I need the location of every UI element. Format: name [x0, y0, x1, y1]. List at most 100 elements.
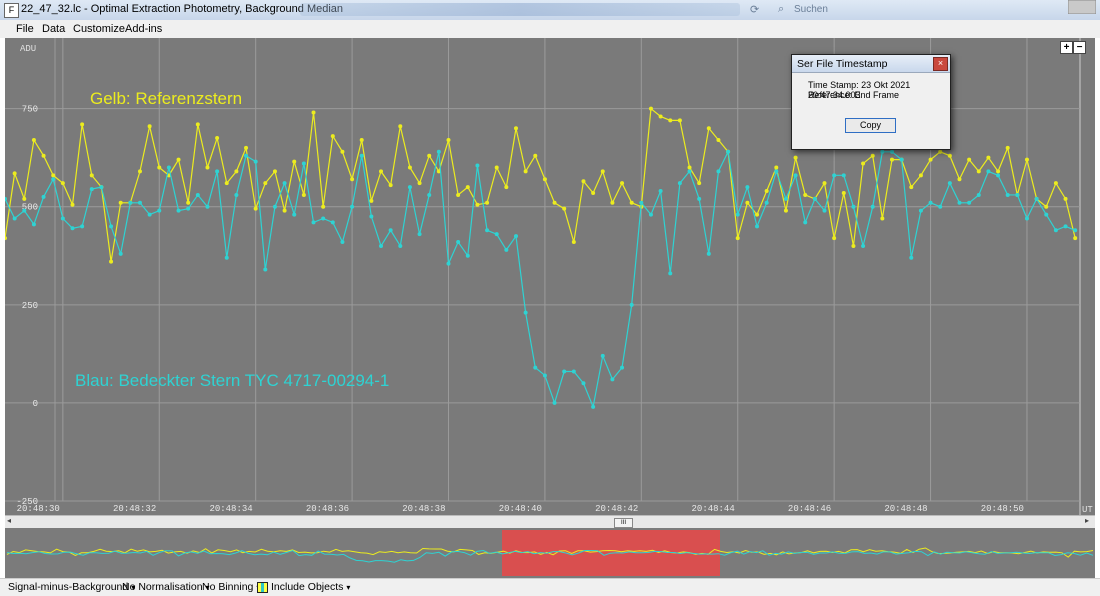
signal-mode-dropdown[interactable]: Signal-minus-Background ▾	[8, 581, 135, 593]
data-point	[12, 171, 17, 176]
x-tick-label: 20:48:34	[209, 504, 252, 514]
data-point	[1073, 236, 1078, 241]
data-point	[620, 365, 625, 370]
data-point	[436, 149, 441, 154]
data-point	[976, 169, 981, 174]
signal-mode-label: Signal-minus-Background	[8, 581, 129, 593]
search-icon[interactable]: ⌕	[778, 3, 785, 15]
data-point	[109, 259, 114, 264]
data-point	[446, 261, 451, 266]
x-tick-label: 20:48:40	[499, 504, 542, 514]
data-point	[755, 224, 760, 229]
data-point	[562, 369, 567, 374]
data-point	[639, 200, 644, 205]
data-point	[1063, 224, 1068, 229]
data-point	[716, 138, 721, 143]
data-point	[369, 198, 374, 203]
data-point	[687, 165, 692, 170]
data-point	[1053, 181, 1058, 186]
data-point	[986, 169, 991, 174]
refresh-icon[interactable]: ⟳	[750, 4, 760, 16]
chevron-down-icon: ▾	[346, 583, 351, 592]
scroll-thumb[interactable]: III	[614, 518, 633, 528]
chevron-down-icon: ▾	[131, 583, 136, 592]
data-point	[417, 181, 422, 186]
menu-data[interactable]: Data	[42, 23, 66, 35]
search-label[interactable]: Suchen	[794, 4, 828, 15]
data-point	[726, 149, 731, 154]
data-point	[417, 232, 422, 237]
data-point	[282, 181, 287, 186]
data-point	[234, 169, 239, 174]
data-point	[1005, 192, 1010, 197]
copy-button[interactable]: Copy	[845, 118, 896, 133]
menu-file[interactable]: File	[16, 23, 34, 35]
data-point	[918, 208, 923, 213]
y-tick-label: 750	[22, 105, 38, 115]
data-point	[918, 173, 923, 178]
data-point	[571, 240, 576, 245]
zoom-out-button[interactable]: −	[1073, 41, 1086, 54]
horizontal-scrollbar[interactable]: ◂ III ▸	[5, 515, 1095, 529]
data-point	[841, 173, 846, 178]
data-point	[176, 208, 181, 213]
data-point	[311, 220, 316, 225]
data-point	[215, 169, 220, 174]
zoom-in-button[interactable]: +	[1060, 41, 1073, 54]
data-point	[967, 200, 972, 205]
data-point	[89, 187, 94, 192]
data-point	[456, 240, 461, 245]
reference-text: Reference: End Frame	[808, 90, 900, 100]
data-point	[610, 200, 615, 205]
data-point	[137, 169, 142, 174]
binning-dropdown[interactable]: No Binning▾	[202, 581, 260, 593]
data-point	[552, 200, 557, 205]
data-point	[137, 200, 142, 205]
binning-label: No Binning	[202, 581, 254, 593]
normalisation-dropdown[interactable]: No Normalisation ▾	[122, 581, 210, 593]
x-tick-label: 20:48:36	[306, 504, 349, 514]
data-point	[272, 169, 277, 174]
scroll-right-icon[interactable]: ▸	[1085, 516, 1090, 525]
overview-strip[interactable]	[5, 528, 1095, 578]
menu-customize[interactable]: Customize	[73, 23, 125, 35]
data-point	[224, 181, 229, 186]
data-point	[340, 240, 345, 245]
data-point	[147, 124, 152, 129]
data-point	[350, 177, 355, 182]
data-point	[591, 404, 596, 409]
data-point	[272, 204, 277, 209]
menu-add-ins[interactable]: Add-ins	[125, 23, 163, 35]
x-unit-label: UT	[1082, 505, 1093, 515]
data-point	[388, 183, 393, 188]
menu-bar: File Data Customize Add-ins	[0, 20, 1100, 38]
data-point	[648, 212, 653, 217]
data-point	[263, 181, 268, 186]
data-point	[783, 208, 788, 213]
data-point	[928, 200, 933, 205]
data-point	[552, 400, 557, 405]
data-point	[706, 251, 711, 256]
data-point	[321, 204, 326, 209]
data-point	[523, 310, 528, 315]
data-point	[22, 208, 27, 213]
data-point	[407, 185, 412, 190]
data-point	[398, 124, 403, 129]
data-point	[436, 169, 441, 174]
data-point	[292, 212, 297, 217]
scroll-left-icon[interactable]: ◂	[7, 516, 12, 525]
data-point	[321, 216, 326, 221]
data-point	[147, 212, 152, 217]
data-point	[379, 169, 384, 174]
data-point	[485, 228, 490, 233]
dialog-close-icon[interactable]: ×	[933, 57, 948, 71]
data-point	[600, 353, 605, 358]
data-point	[793, 173, 798, 178]
chevron-down-icon: ▾	[205, 583, 210, 592]
data-point	[706, 126, 711, 131]
data-point	[22, 196, 27, 201]
x-tick-label: 20:48:48	[884, 504, 927, 514]
data-point	[668, 118, 673, 123]
close-window-icon[interactable]	[1068, 0, 1096, 14]
include-objects-dropdown[interactable]: Include Objects ▾	[257, 581, 350, 593]
